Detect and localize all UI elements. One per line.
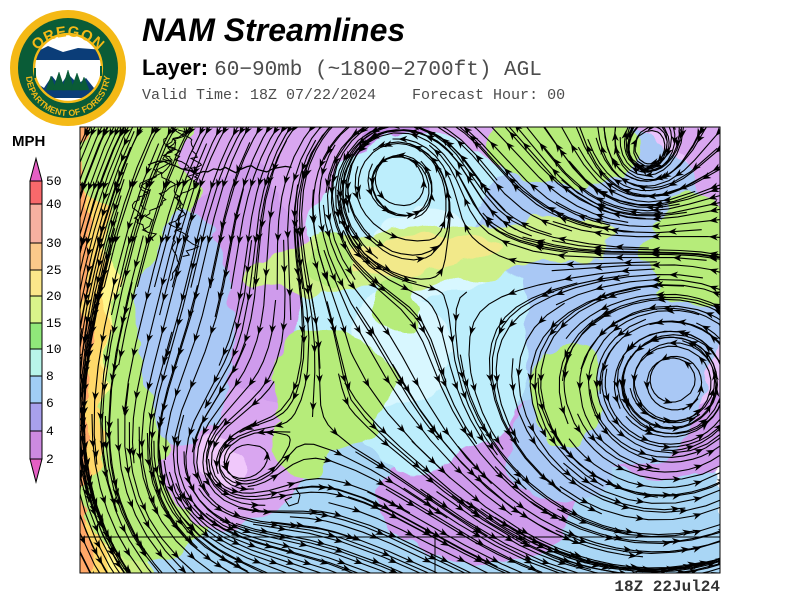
svg-text:MPH: MPH [12,133,45,150]
svg-text:2: 2 [46,452,54,467]
svg-text:20: 20 [46,289,62,304]
svg-text:15: 15 [46,316,62,331]
svg-text:8: 8 [46,369,54,384]
svg-text:10: 10 [46,342,62,357]
svg-text:50: 50 [46,174,62,189]
svg-text:6: 6 [46,396,54,411]
svg-text:25: 25 [46,263,62,278]
svg-text:30: 30 [46,236,62,251]
svg-text:40: 40 [46,197,62,212]
svg-text:4: 4 [46,424,54,439]
